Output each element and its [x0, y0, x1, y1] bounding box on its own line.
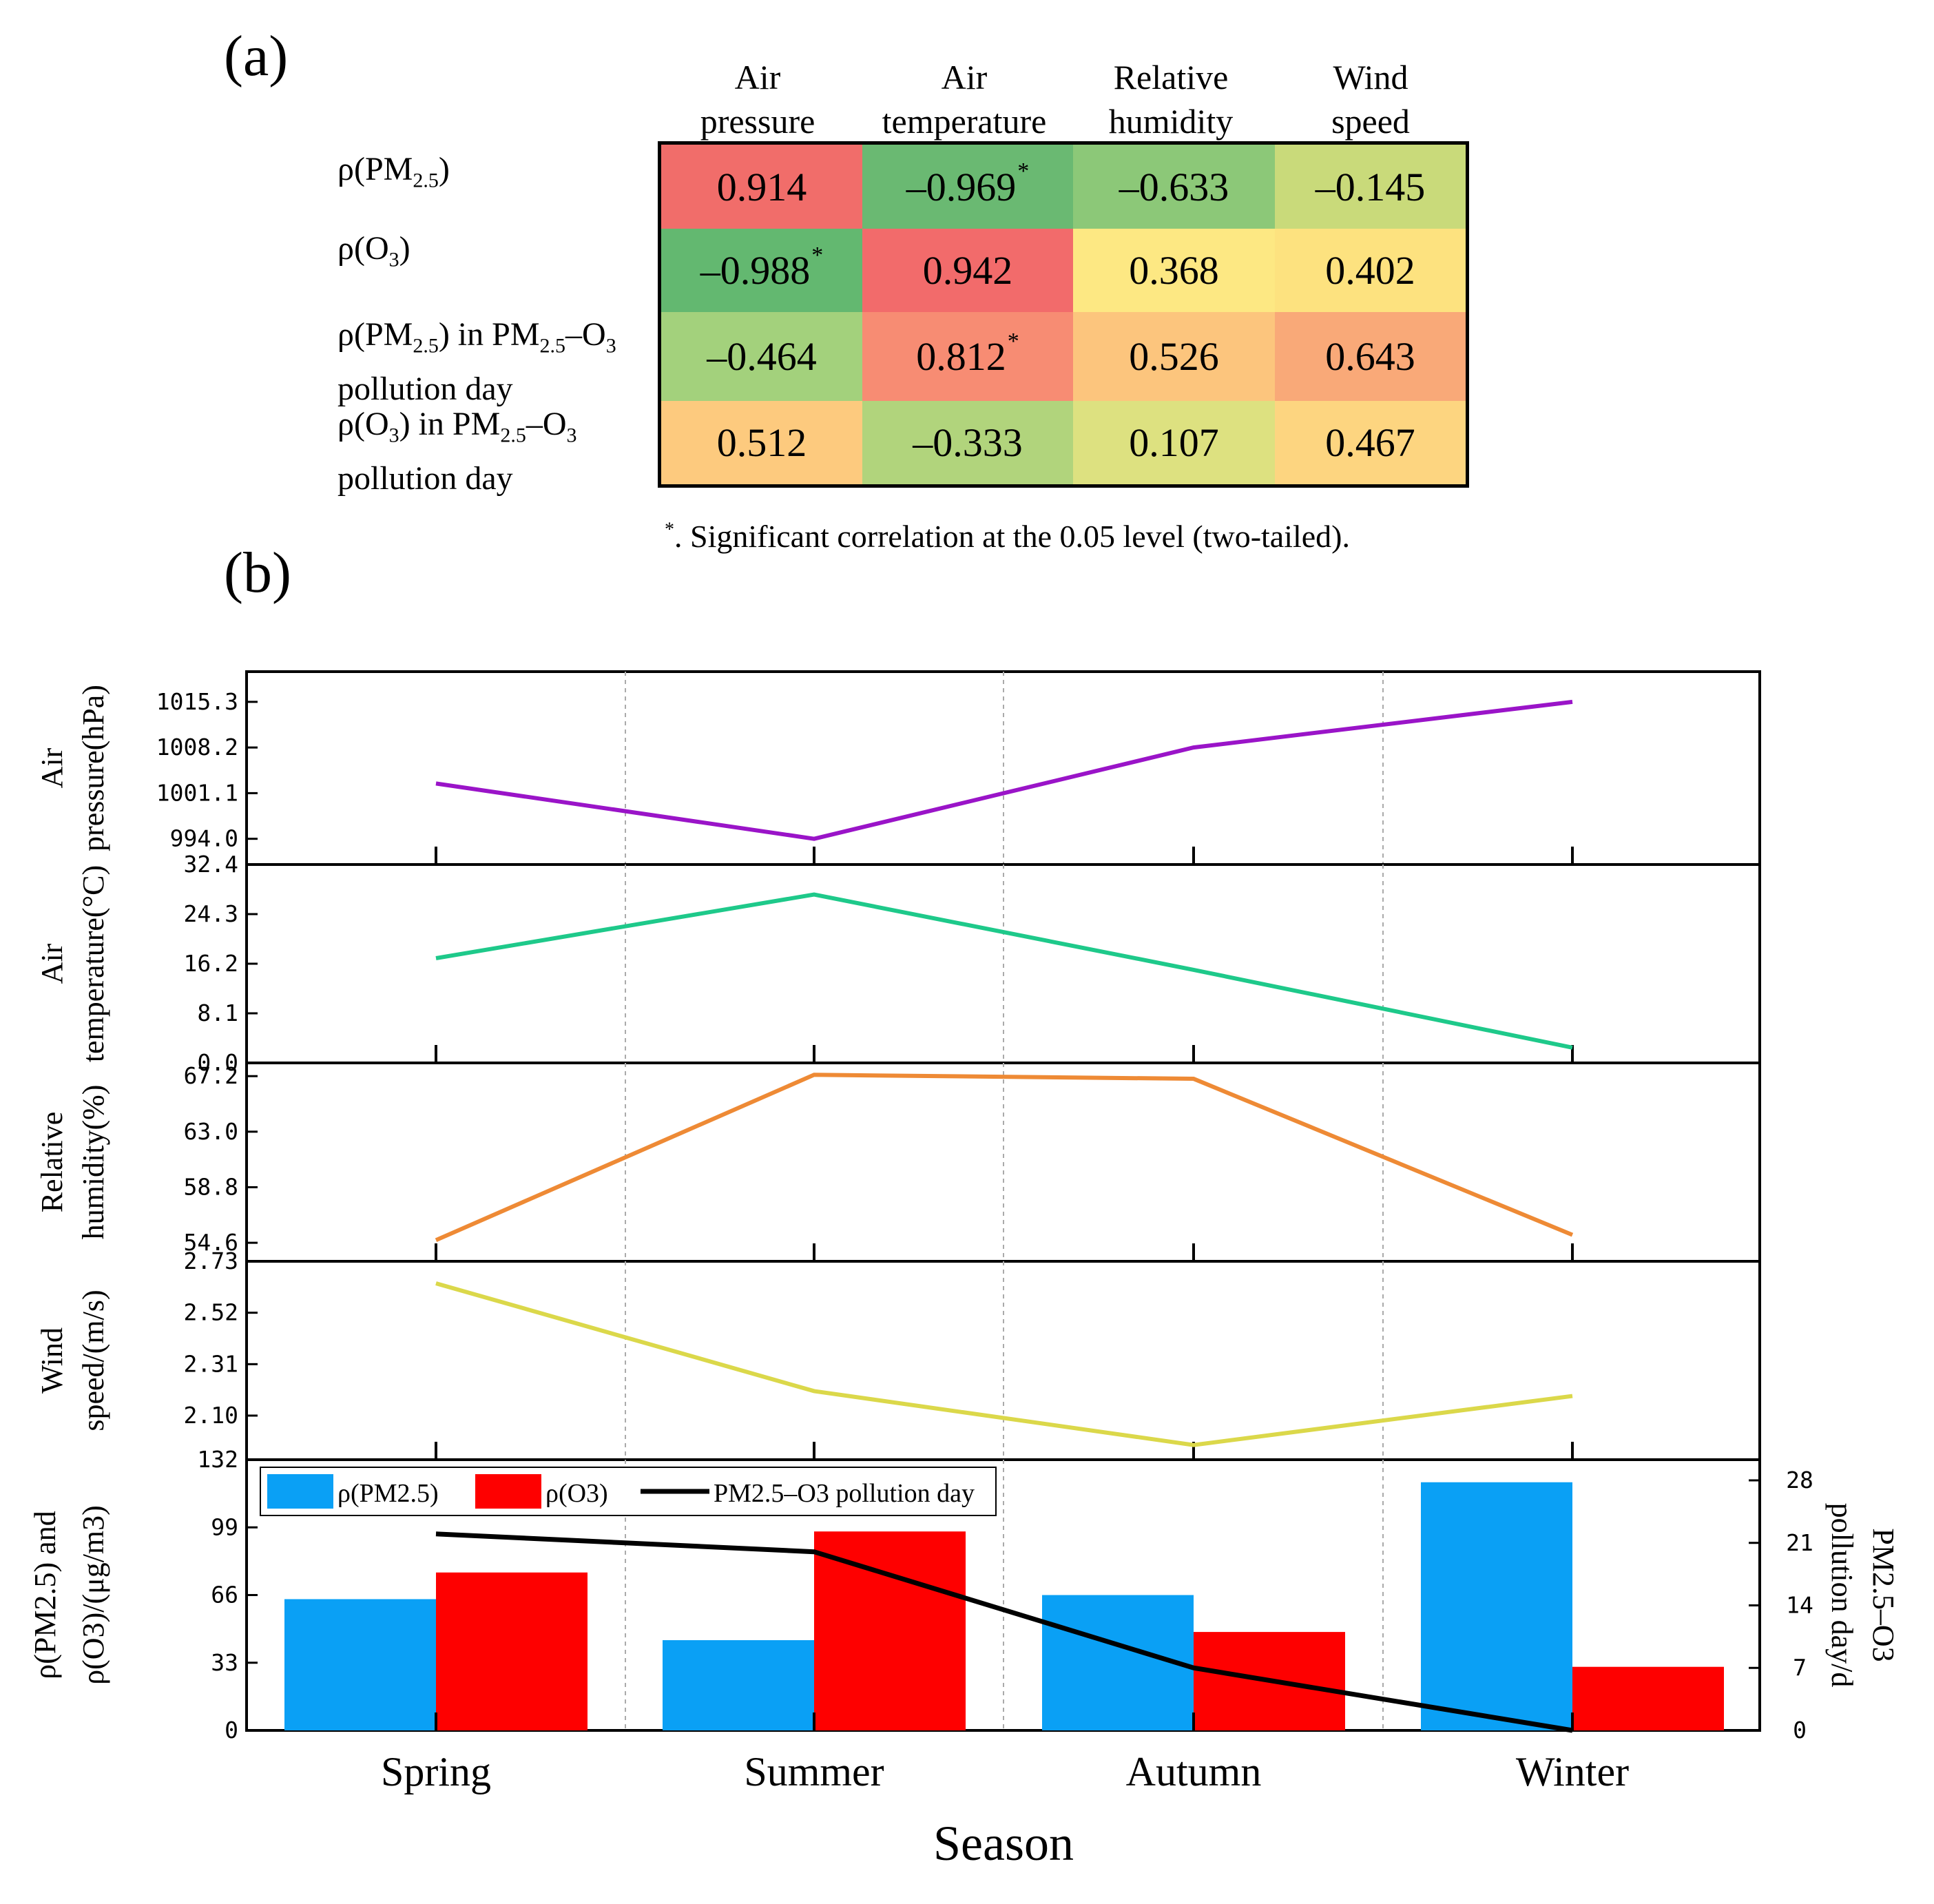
- significance-footnote: *. Significant correlation at the 0.05 l…: [665, 519, 1351, 554]
- heatmap-cell: –0.145: [1275, 145, 1466, 229]
- y-tick-label: 2.52: [184, 1299, 238, 1326]
- bar: [663, 1640, 814, 1730]
- season-label: Autumn: [1126, 1749, 1262, 1794]
- heatmap-cell: 0.914: [661, 145, 862, 229]
- y-tick-label: 24.3: [184, 900, 238, 927]
- bar: [1572, 1666, 1724, 1730]
- heatmap-cell: –0.633: [1073, 145, 1275, 229]
- season-label: Winter: [1516, 1749, 1629, 1794]
- bar: [436, 1572, 588, 1730]
- y-axis-title: Relative: [35, 1112, 69, 1213]
- column-header-air-temperature: Air temperature: [882, 58, 1047, 141]
- bar: [1421, 1482, 1572, 1730]
- y2-tick-label: 28: [1786, 1467, 1813, 1493]
- y-axis-title: Wind: [35, 1327, 69, 1394]
- column-header-relative-humidity: Relative humidity: [1108, 58, 1234, 141]
- heatmap-cell: 0.942: [862, 229, 1073, 312]
- y-axis-title: Air: [35, 943, 69, 984]
- y2-tick-label: 0: [1793, 1717, 1807, 1743]
- heatmap-cell: 0.643: [1275, 312, 1466, 401]
- y-axis-title: ρ(O3)/(μg/m3): [76, 1505, 110, 1685]
- legend-swatch-pm25: [267, 1474, 333, 1509]
- heatmap-cell: 0.107: [1073, 401, 1275, 484]
- panel-a-label: (a): [224, 24, 289, 88]
- heatmap-cell: 0.812 *: [862, 312, 1073, 401]
- y-tick-label: 16.2: [184, 950, 238, 977]
- correlation-heatmap: 0.914 –0.969 * –0.633 –0.145 –0.988 * 0.942 0.36…: [658, 141, 1469, 488]
- row-label: ρ(O3) in PM2.5–O3 pollution day: [337, 406, 577, 497]
- y-tick-label: 1015.3: [156, 688, 238, 715]
- y-tick-label: 63.0: [184, 1118, 238, 1145]
- pollution-day-line: [435, 1531, 1573, 1733]
- legend-label-pollution-day: PM2.5–O3 pollution day: [714, 1479, 975, 1508]
- wind-speed-line: [435, 1281, 1573, 1447]
- y-tick-label: 132: [197, 1446, 238, 1473]
- season-label: Spring: [381, 1749, 491, 1794]
- season-label: Summer: [744, 1749, 884, 1794]
- y-tick-label: 99: [211, 1513, 238, 1540]
- y-tick-label: 2.31: [184, 1350, 238, 1377]
- y-tick-label: 8.1: [197, 1000, 238, 1026]
- row-label: ρ(PM2.5) in PM2.5–O3 pollution day: [337, 316, 616, 407]
- heatmap-cell: 0.368: [1073, 229, 1275, 312]
- y-tick-label: 67.2: [184, 1062, 238, 1089]
- air-temperature-line: [435, 892, 1573, 1050]
- y-tick-label: 58.8: [184, 1173, 238, 1200]
- y-tick-label: 66: [211, 1582, 238, 1608]
- y2-axis-title: PM2.5–O3: [1867, 1528, 1900, 1662]
- legend-box: [260, 1467, 997, 1516]
- y-tick-label: 994.0: [170, 825, 238, 852]
- heatmap-cell: 0.467: [1275, 401, 1466, 484]
- y-tick-label: 2.10: [184, 1402, 238, 1429]
- legend-label-o3: ρ(O3): [545, 1479, 608, 1508]
- air-pressure-line: [435, 699, 1573, 841]
- y-tick-label: 2.73: [184, 1248, 238, 1274]
- bar: [1042, 1595, 1194, 1730]
- y-axis-title: temperature(°C): [76, 865, 110, 1062]
- y2-tick-label: 21: [1786, 1529, 1813, 1556]
- y-axis-title: Air: [35, 747, 69, 788]
- column-header-wind-speed: Wind speed: [1331, 58, 1410, 141]
- heatmap-cell: –0.333: [862, 401, 1073, 484]
- column-header-air-pressure: Air pressure: [700, 58, 815, 141]
- legend-swatch-o3: [475, 1474, 541, 1509]
- y-tick-label: 32.4: [184, 851, 238, 878]
- y-axis-title: humidity(%): [76, 1085, 110, 1240]
- row-label: ρ(PM2.5): [337, 151, 450, 192]
- heatmap-cell: 0.402: [1275, 229, 1466, 312]
- heatmap-cell: –0.988 *: [661, 229, 862, 312]
- y2-axis-title: pollution day/d: [1825, 1503, 1859, 1688]
- y-tick-label: 0: [225, 1717, 238, 1743]
- y-tick-label: 33: [211, 1649, 238, 1676]
- legend-label-pm25: ρ(PM2.5): [337, 1479, 439, 1508]
- y-axis-title: ρ(PM2.5) and: [28, 1511, 62, 1679]
- heatmap-cell: 0.526: [1073, 312, 1275, 401]
- y-tick-label: 0.0: [197, 1049, 238, 1076]
- y-axis-title: pressure(hPa): [76, 685, 110, 851]
- y-tick-label: 1001.1: [156, 779, 238, 806]
- y2-tick-label: 14: [1786, 1592, 1813, 1619]
- panel-b-label: (b): [224, 541, 291, 605]
- bar: [284, 1599, 436, 1730]
- row-label: ρ(O3): [337, 230, 410, 271]
- heatmap-cell: 0.512: [661, 401, 862, 484]
- x-axis-title: Season: [933, 1816, 1074, 1871]
- heatmap-cell: –0.464: [661, 312, 862, 401]
- bar: [814, 1531, 966, 1730]
- y-tick-label: 54.6: [184, 1229, 238, 1256]
- y2-tick-label: 7: [1793, 1654, 1807, 1681]
- heatmap-cell: –0.969 *: [862, 145, 1073, 229]
- relative-humidity-line: [435, 1073, 1574, 1243]
- y-axis-title: speed/(m/s): [76, 1290, 110, 1431]
- y-tick-label: 1008.2: [156, 734, 238, 760]
